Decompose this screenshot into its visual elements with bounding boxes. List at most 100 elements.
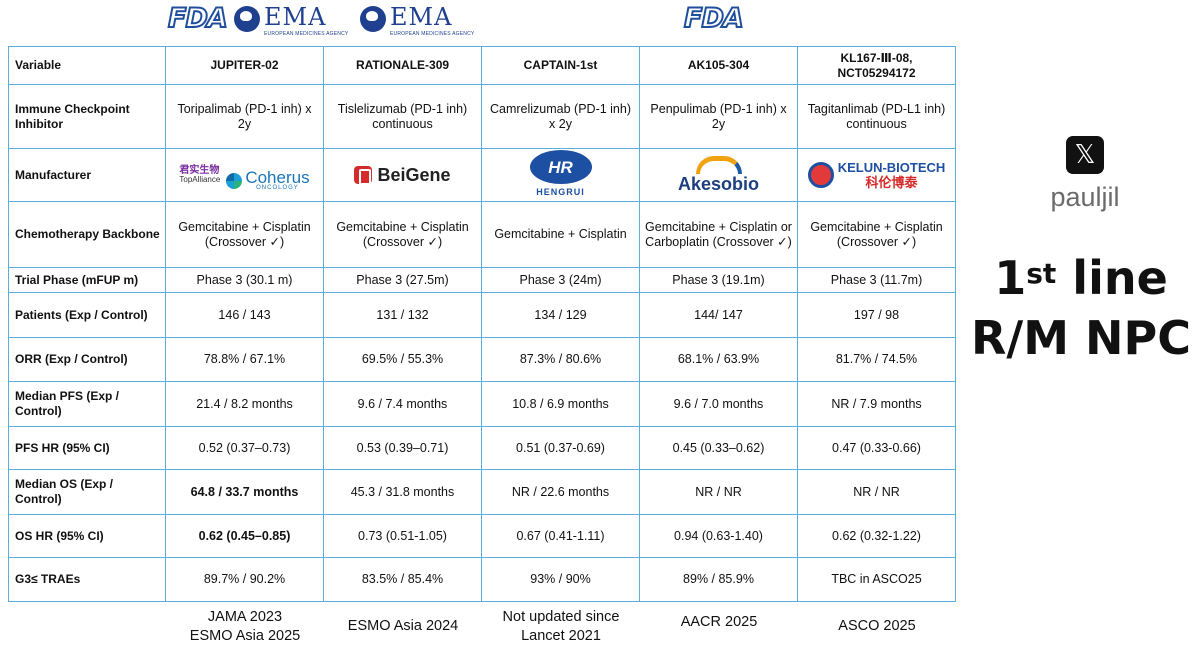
- header-rationale-309: RATIONALE-309: [323, 46, 482, 85]
- beigene-mark-icon: [354, 166, 373, 185]
- row-label: Chemotherapy Backbone: [8, 201, 166, 268]
- table-header-row: Variable JUPITER-02 RATIONALE-309 CAPTAI…: [8, 46, 956, 85]
- table-row-os-hr: OS HR (95% CI) 0.62 (0.45–0.85) 0.73 (0.…: [8, 514, 956, 558]
- table-cell: 78.8% / 67.1%: [165, 337, 324, 382]
- table-cell: 0.94 (0.63-1.40): [639, 514, 798, 558]
- table-cell: 0.73 (0.51-1.05): [323, 514, 482, 558]
- table-cell: 21.4 / 8.2 months: [165, 381, 324, 427]
- table-cell: 89% / 85.9%: [639, 557, 798, 602]
- table-cell: TBC in ASCO25: [797, 557, 956, 602]
- table-cell: Tagitanlimab (PD-L1 inh) continuous: [797, 84, 956, 149]
- manufacturer-cell-kelun: KELUN-BIOTECH 科伦博泰: [797, 148, 956, 202]
- table-cell: 45.3 / 31.8 months: [323, 469, 482, 515]
- row-label: Manufacturer: [8, 148, 166, 202]
- manufacturer-cell-hengrui: HR HENGRUI: [481, 148, 640, 202]
- trial-comparison-table: Variable JUPITER-02 RATIONALE-309 CAPTAI…: [8, 46, 956, 602]
- table-row-orr: ORR (Exp / Control) 78.8% / 67.1% 69.5% …: [8, 337, 956, 382]
- title-line-1: 1st line: [994, 251, 1168, 305]
- table-cell: 0.47 (0.33-0.66): [797, 426, 956, 470]
- row-label: Trial Phase (mFUP m): [8, 267, 166, 293]
- topalliance-logo: 君实生物 TopAlliance: [179, 165, 221, 185]
- row-label: Immune Checkpoint Inhibitor: [8, 84, 166, 149]
- ema-logo-jupiter: EMA EUROPEAN MEDICINES AGENCY: [234, 4, 348, 44]
- table-row-median-pfs: Median PFS (Exp / Control) 21.4 / 8.2 mo…: [8, 381, 956, 427]
- coherus-mark-icon: [226, 173, 243, 189]
- manufacturer-cell-coherus: 君实生物 TopAlliance Coherus ONCOLOGY: [165, 148, 324, 202]
- table-row-manufacturer: Manufacturer 君实生物 TopAlliance Coherus ONC…: [8, 148, 956, 202]
- row-label: OS HR (95% CI): [8, 514, 166, 558]
- table-cell: 0.45 (0.33–0.62): [639, 426, 798, 470]
- table-cell: NR / NR: [797, 469, 956, 515]
- table-cell: Camrelizumab (PD-1 inh) x 2y: [481, 84, 640, 149]
- table-cell: 9.6 / 7.4 months: [323, 381, 482, 427]
- table-cell: 83.5% / 85.4%: [323, 557, 482, 602]
- table-cell: Phase 3 (27.5m): [323, 267, 482, 293]
- table-cell: 146 / 143: [165, 292, 324, 338]
- table-row-chemo: Chemotherapy Backbone Gemcitabine + Cisp…: [8, 201, 956, 268]
- table-cell: Toripalimab (PD-1 inh) x 2y: [165, 84, 324, 149]
- header-kl167: KL167-Ⅲ-08, NCT05294172: [797, 46, 956, 85]
- table-cell: 134 / 129: [481, 292, 640, 338]
- citation-ak105: AACR 2025: [680, 614, 758, 630]
- x-logo-icon: 𝕏: [1066, 136, 1104, 174]
- hengrui-logo: HR HENGRUI: [486, 150, 635, 200]
- manufacturer-cell-beigene: BeiGene: [323, 148, 482, 202]
- table-cell: Phase 3 (11.7m): [797, 267, 956, 293]
- table-row-traes: G3≤ TRAEs 89.7% / 90.2% 83.5% / 85.4% 93…: [8, 557, 956, 602]
- row-label: Median PFS (Exp / Control): [8, 381, 166, 427]
- fda-logo-ak105: FDA: [683, 3, 745, 35]
- table-cell: 10.8 / 6.9 months: [481, 381, 640, 427]
- table-cell: Gemcitabine + Cisplatin or Carboplatin (…: [639, 201, 798, 268]
- manufacturer-cell-akesobio: Akesobio: [639, 148, 798, 202]
- table-cell: 64.8 / 33.7 months: [165, 469, 324, 515]
- table-cell: Gemcitabine + Cisplatin (Crossover ✓): [165, 201, 324, 268]
- table-cell: 0.51 (0.37-0.69): [481, 426, 640, 470]
- fda-logo-jupiter: FDA: [167, 3, 229, 35]
- table-cell: 87.3% / 80.6%: [481, 337, 640, 382]
- table-cell: Phase 3 (24m): [481, 267, 640, 293]
- table-cell: 0.53 (0.39–0.71): [323, 426, 482, 470]
- table-cell: Phase 3 (19.1m): [639, 267, 798, 293]
- table-row-phase: Trial Phase (mFUP m) Phase 3 (30.1 m) Ph…: [8, 267, 956, 293]
- table-cell: 93% / 90%: [481, 557, 640, 602]
- row-label: Patients (Exp / Control): [8, 292, 166, 338]
- table-cell: 68.1% / 63.9%: [639, 337, 798, 382]
- table-cell: 89.7% / 90.2%: [165, 557, 324, 602]
- kelun-mark-icon: [807, 162, 834, 188]
- table-cell: 197 / 98: [797, 292, 956, 338]
- ema-globe-icon: [360, 6, 386, 32]
- header-variable: Variable: [8, 46, 166, 85]
- table-cell: 0.62 (0.45–0.85): [165, 514, 324, 558]
- slide-title: 1st line R/M NPC: [962, 248, 1200, 368]
- kelun-logo: KELUN-BIOTECH 科伦博泰: [802, 160, 951, 190]
- table-cell: 0.62 (0.32-1.22): [797, 514, 956, 558]
- row-label: PFS HR (95% CI): [8, 426, 166, 470]
- citation-rationale: ESMO Asia 2024: [347, 618, 459, 634]
- table-cell: 131 / 132: [323, 292, 482, 338]
- table-row-checkpoint: Immune Checkpoint Inhibitor Toripalimab …: [8, 84, 956, 149]
- table-cell: 81.7% / 74.5%: [797, 337, 956, 382]
- akesobio-logo: Akesobio: [644, 156, 793, 194]
- row-label: ORR (Exp / Control): [8, 337, 166, 382]
- table-cell: Gemcitabine + Cisplatin (Crossover ✓): [323, 201, 482, 268]
- table-row-patients: Patients (Exp / Control) 146 / 143 131 /…: [8, 292, 956, 338]
- table-cell: Phase 3 (30.1 m): [165, 267, 324, 293]
- table-cell: 144/ 147: [639, 292, 798, 338]
- table-row-pfs-hr: PFS HR (95% CI) 0.52 (0.37–0.73) 0.53 (0…: [8, 426, 956, 470]
- table-cell: 0.67 (0.41-1.11): [481, 514, 640, 558]
- table-cell: 69.5% / 55.3%: [323, 337, 482, 382]
- beigene-logo: BeiGene: [328, 166, 477, 185]
- table-row-median-os: Median OS (Exp / Control) 64.8 / 33.7 mo…: [8, 469, 956, 515]
- table-cell: Gemcitabine + Cisplatin: [481, 201, 640, 268]
- ema-globe-icon: [234, 6, 260, 32]
- header-captain-1st: CAPTAIN-1st: [481, 46, 640, 85]
- coherus-logo: Coherus ONCOLOGY: [226, 169, 310, 191]
- author-handle: pauljil: [1050, 182, 1120, 212]
- akesobio-mark-icon: [695, 156, 742, 174]
- row-label: Median OS (Exp / Control): [8, 469, 166, 515]
- header-ak105-304: AK105-304: [639, 46, 798, 85]
- citation-captain: Not updated since Lancet 2021: [502, 609, 620, 644]
- table-cell: Gemcitabine + Cisplatin (Crossover ✓): [797, 201, 956, 268]
- table-cell: Penpulimab (PD-1 inh) x 2y: [639, 84, 798, 149]
- table-cell: NR / NR: [639, 469, 798, 515]
